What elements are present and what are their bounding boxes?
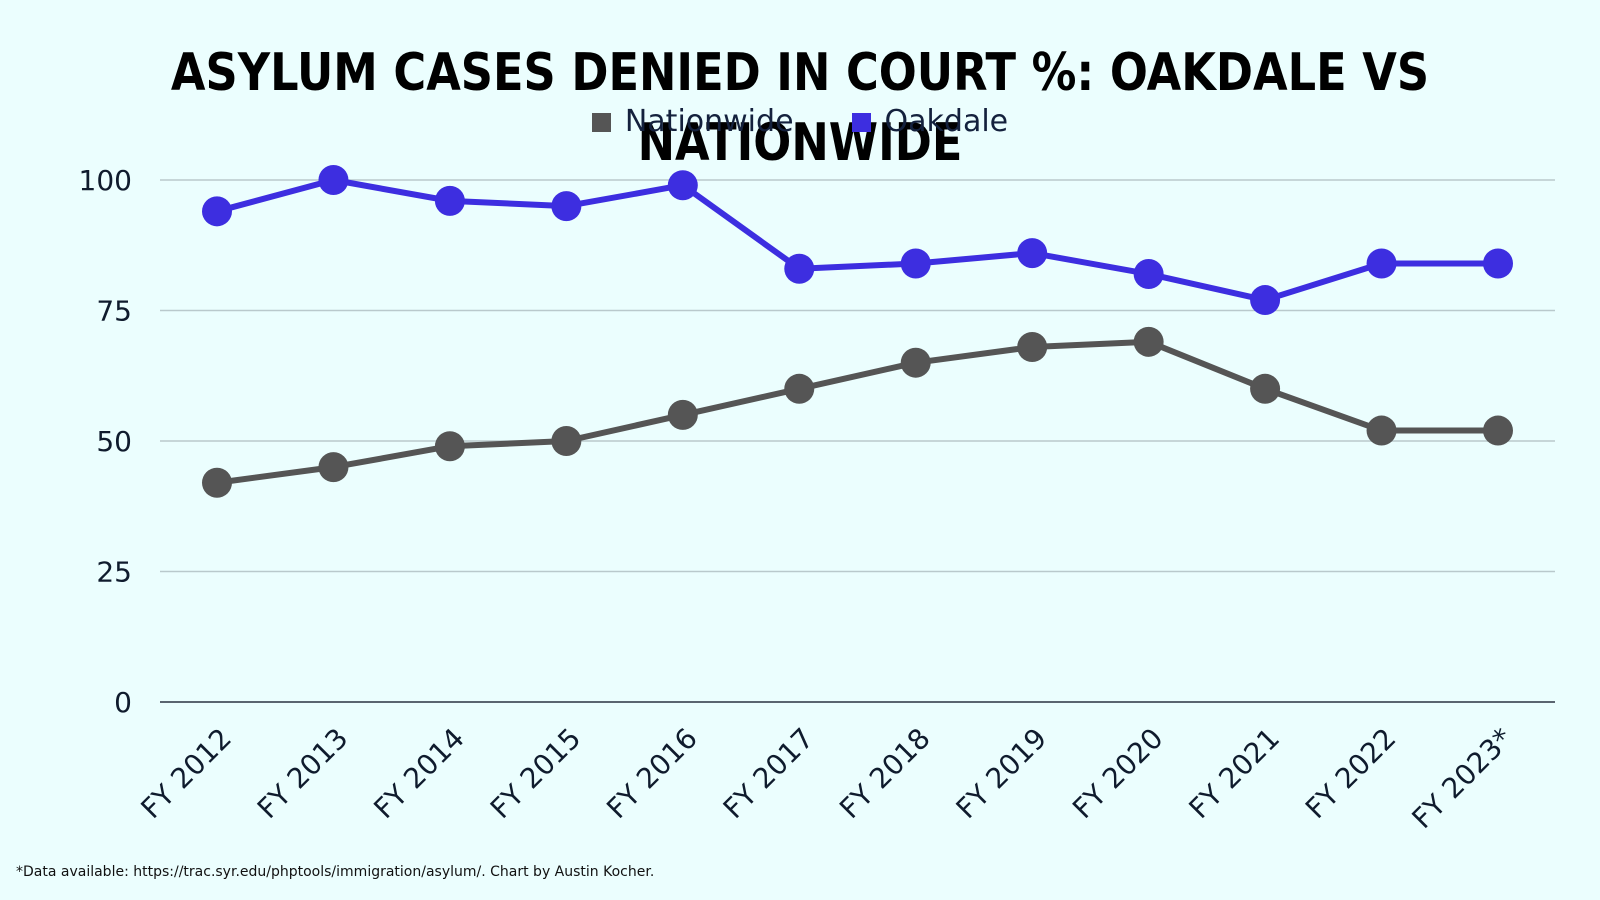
data-point-oakdale-4 [551,191,582,222]
y-tick-label-100: 100 [79,164,132,197]
data-point-oakdale-12 [1483,248,1513,279]
data-point-oakdale-5 [667,170,698,201]
data-point-nationwide-3 [434,431,465,462]
data-point-oakdale-8 [1017,238,1048,269]
data-point-oakdale-6 [784,253,815,284]
chart-title: ASYLUM CASES DENIED IN COURT %: OAKDALE … [170,43,1430,173]
data-point-nationwide-6 [784,373,815,404]
data-point-nationwide-8 [1017,332,1048,363]
legend-label-nationwide: Nationwide [624,104,794,139]
data-point-nationwide-7 [900,347,931,378]
data-point-oakdale-2 [318,165,349,195]
x-tick-label-5: FY 2016 [600,722,704,826]
data-point-oakdale-11 [1366,248,1397,279]
data-point-nationwide-4 [551,426,582,456]
x-tick-label-12: FY 2023* [1406,722,1519,835]
legend-label-oakdale: Oakdale [884,104,1009,139]
data-point-nationwide-5 [667,399,698,430]
x-tick-label-3: FY 2014 [367,722,471,826]
series-line-oakdale [214,177,1501,304]
data-point-nationwide-11 [1366,415,1397,446]
data-point-oakdale-7 [900,248,931,279]
y-tick-label-25: 25 [96,556,132,589]
x-tick-label-11: FY 2022 [1299,722,1403,826]
legend-swatch-nationwide [591,112,611,132]
footnote: *Data available: https://trac.syr.edu/ph… [16,864,655,880]
data-point-nationwide-1 [202,467,232,498]
data-point-oakdale-3 [434,185,465,216]
legend-item-oakdale: Oakdale [851,102,1009,142]
data-point-oakdale-1 [202,196,232,227]
x-tick-label-7: FY 2018 [833,722,937,826]
x-tick-label-8: FY 2019 [950,722,1054,826]
legend: Nationwide Oakdale [0,102,1600,142]
x-tick-label-9: FY 2020 [1066,722,1170,826]
x-tick-label-6: FY 2017 [717,722,821,826]
y-tick-label-0: 0 [114,686,132,719]
legend-swatch-oakdale [851,112,871,132]
x-tick-label-10: FY 2021 [1183,722,1287,826]
y-tick-label-75: 75 [96,295,132,328]
y-tick-label-50: 50 [96,425,132,458]
legend-item-nationwide: Nationwide [591,102,794,142]
x-tick-label-1: FY 2012 [134,722,238,826]
data-point-nationwide-10 [1250,373,1281,404]
data-point-nationwide-12 [1483,415,1513,446]
series-line-nationwide [214,338,1501,486]
data-point-nationwide-9 [1133,326,1164,357]
data-point-nationwide-2 [318,452,349,483]
data-point-oakdale-9 [1133,258,1164,289]
x-tick-label-2: FY 2013 [251,722,355,826]
data-point-oakdale-10 [1250,285,1281,316]
x-tick-label-4: FY 2015 [484,722,588,826]
